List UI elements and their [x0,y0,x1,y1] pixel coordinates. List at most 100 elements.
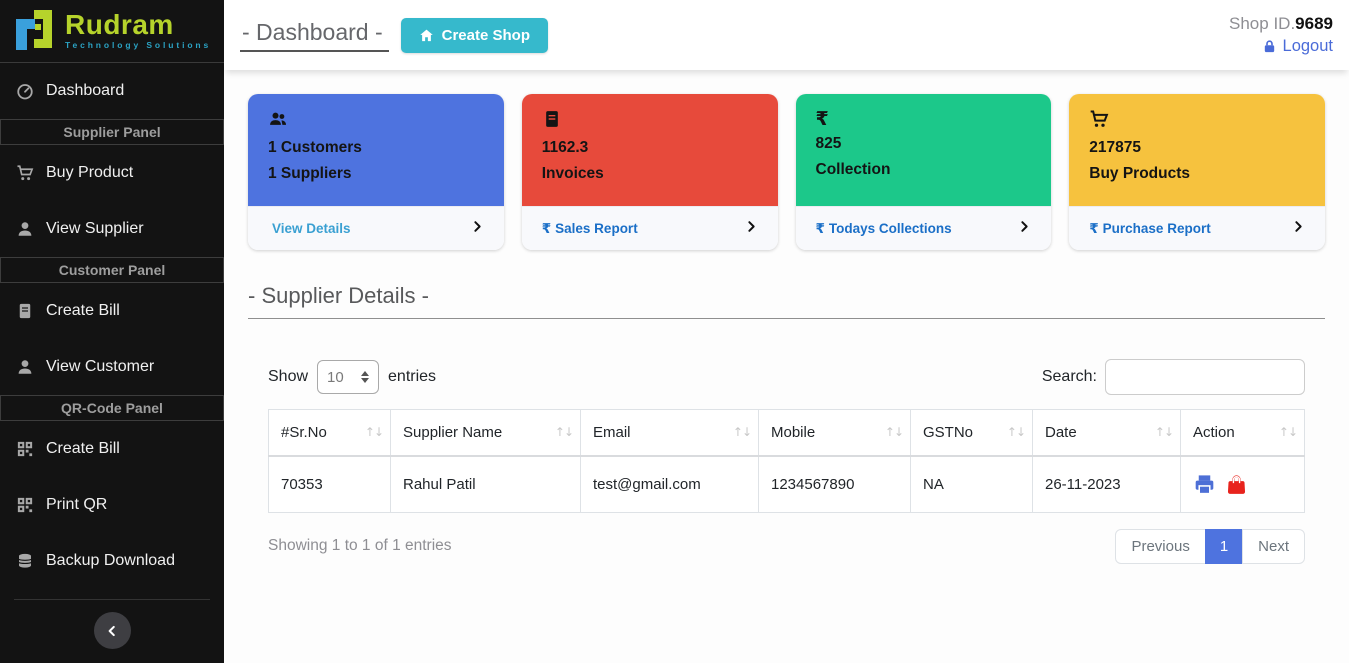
table-info: Showing 1 to 1 of 1 entries [268,537,452,554]
shop-id: Shop ID.9689 [1229,14,1333,34]
journal-icon [542,109,562,129]
stat-cards: 1 Customers 1 Suppliers View Details 116… [248,94,1325,250]
sort-icon: ↑↓ [1154,425,1174,440]
sidebar-item-create-bill-qr[interactable]: Create Bill [0,421,224,477]
rudram-logo-icon [16,10,52,50]
pagination-previous[interactable]: Previous [1115,528,1206,564]
supplier-details-title: - Supplier Details - [248,283,1325,319]
rupee-icon: ₹ [1089,220,1099,237]
sidebar-item-create-bill[interactable]: Create Bill [0,283,224,339]
sales-report-link[interactable]: ₹ Sales Report [521,206,778,250]
brand-name: Rudram [65,8,174,40]
card-footer-label: View Details [272,221,351,236]
stat-line: 1162.3 [541,139,589,156]
user-icon [16,220,34,238]
search-input[interactable] [1105,359,1305,395]
stat-card-buy-products: 217875 Buy Products ₹ Purchase Report [1069,94,1325,250]
lock-icon [1262,39,1277,54]
logout-link[interactable]: Logout [1262,37,1333,56]
shopping-bag-icon[interactable] [1225,473,1248,496]
gauge-icon [16,82,34,100]
sidebar-section-qr-code-panel: QR-Code Panel [0,395,224,421]
create-shop-label: Create Shop [441,26,530,44]
supplier-table-panel: Show 10 entries Search: [268,359,1305,564]
stat-line: 217875 [1089,139,1141,156]
cell-gst-no: NA [910,455,1033,513]
shop-id-value: 9689 [1295,14,1333,33]
sidebar-item-label: Create Bill [46,302,120,319]
brand-tagline: Technology Solutions [65,39,212,50]
sidebar-section-customer-panel: Customer Panel [0,257,224,283]
cell-mobile: 1234567890 [758,455,911,513]
qr-icon [16,496,34,514]
sidebar-item-label: View Supplier [46,220,144,237]
print-icon[interactable] [1193,473,1216,496]
sidebar: Rudram Technology Solutions Dashboard Su… [0,0,224,663]
entries-select[interactable]: 10 [317,360,380,394]
sidebar-item-view-customer[interactable]: View Customer [0,339,224,395]
sidebar-section-supplier-panel: Supplier Panel [0,119,224,145]
cell-date: 26-11-2023 [1032,455,1181,513]
select-arrows-icon [361,371,370,383]
card-footer-label: Sales Report [555,221,638,236]
view-details-link[interactable]: View Details [248,206,504,250]
column-header-gst-no[interactable]: GSTNo ↑↓ [910,409,1033,457]
sort-icon: ↑↓ [732,425,752,440]
stat-card-invoices: 1162.3 Invoices ₹ Sales Report [521,94,778,250]
qr-icon [16,440,34,458]
column-header-date[interactable]: Date ↑↓ [1032,409,1181,457]
sidebar-item-label: Backup Download [46,552,175,569]
sidebar-item-label: View Customer [46,358,155,375]
cell-supplier-name: Rahul Patil [390,455,581,513]
journal-icon [16,302,34,320]
rupee-icon: ₹ [815,220,825,237]
sidebar-item-label: Dashboard [46,82,125,99]
cell-action [1180,455,1305,513]
rupee-icon: ₹ [541,220,552,237]
sort-icon: ↑↓ [1278,425,1298,440]
cart-icon [1089,109,1109,129]
topbar: - Dashboard - Create Shop Shop ID.9689 L… [224,0,1349,70]
table-row: 70353 Rahul Patil test@gmail.com 1234567… [268,455,1305,513]
column-header-action[interactable]: Action ↑↓ [1180,409,1305,457]
brand-logo: Rudram Technology Solutions [0,0,224,63]
logout-label: Logout [1282,37,1333,55]
stat-card-collection: ₹ 825 Collection ₹ Todays Collections [795,94,1052,250]
entries-select-value: 10 [327,368,344,386]
sidebar-item-print-qr[interactable]: Print QR [0,477,224,533]
stat-line: 825 [815,135,842,152]
sidebar-item-label: Create Bill [46,440,120,457]
pagination: Previous 1 Next [1115,528,1305,564]
stat-line: Collection [815,161,891,179]
stat-card-customers-suppliers: 1 Customers 1 Suppliers View Details [248,94,504,250]
chevron-right-icon [1018,220,1031,238]
column-header-sr-no[interactable]: #Sr.No ↑↓ [268,409,391,457]
sidebar-item-buy-product[interactable]: Buy Product [0,145,224,201]
create-shop-button[interactable]: Create Shop [400,17,548,53]
cart-icon [16,164,34,182]
todays-collections-link[interactable]: ₹ Todays Collections [795,206,1052,250]
sidebar-item-label: Buy Product [46,164,134,181]
chevron-left-icon [105,624,119,638]
stat-line: 1 Customers [268,139,362,156]
supplier-table: #Sr.No ↑↓ Supplier Name ↑↓ Email ↑↓ Mobile ↑… [268,409,1305,513]
page-title: - Dashboard - [240,19,389,52]
pagination-page-1[interactable]: 1 [1204,528,1244,564]
sort-icon: ↑↓ [364,425,384,440]
column-header-supplier-name[interactable]: Supplier Name ↑↓ [390,409,581,457]
chevron-right-icon [471,220,484,238]
stat-line: Invoices [541,165,604,183]
sidebar-collapse-button[interactable] [93,612,131,649]
column-header-mobile[interactable]: Mobile ↑↓ [758,409,911,457]
shop-id-label: Shop ID. [1229,14,1296,33]
rupee-icon: ₹ [815,108,829,130]
chevron-right-icon [1292,220,1305,238]
pagination-next[interactable]: Next [1242,528,1305,564]
sidebar-item-dashboard[interactable]: Dashboard [0,63,224,119]
sidebar-item-backup-download[interactable]: Backup Download [0,533,224,589]
sidebar-item-view-supplier[interactable]: View Supplier [0,201,224,257]
purchase-report-link[interactable]: ₹ Purchase Report [1069,206,1325,250]
user-icon [16,358,34,376]
column-header-email[interactable]: Email ↑↓ [580,409,759,457]
main-area: - Dashboard - Create Shop Shop ID.9689 L… [224,0,1349,663]
